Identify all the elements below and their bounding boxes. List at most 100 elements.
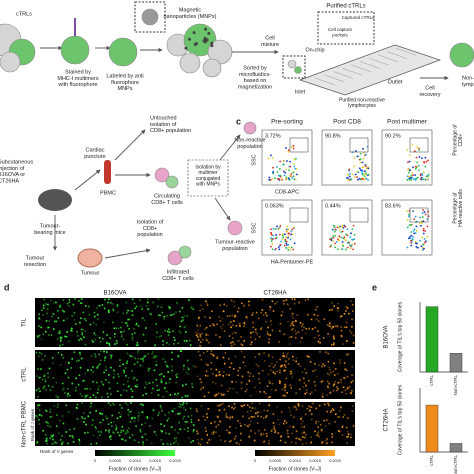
heat-cell	[342, 425, 344, 427]
heat-cell	[333, 383, 336, 386]
heat-cell	[340, 315, 343, 317]
label: Isolation of	[137, 219, 164, 225]
heat-cell	[117, 390, 119, 393]
heat-cell	[68, 299, 71, 301]
heat-cell	[230, 299, 233, 302]
heat-cell	[165, 314, 168, 317]
dot	[348, 169, 351, 172]
heat-cell	[122, 338, 125, 341]
heat-cell	[100, 359, 102, 362]
heat-cell	[290, 441, 293, 444]
heat-cell	[222, 402, 224, 405]
heat-cell	[221, 394, 223, 396]
heat-cell	[35, 415, 37, 417]
heat-cell	[126, 343, 128, 346]
heat-cell	[166, 315, 169, 317]
heat-cell	[314, 430, 317, 433]
dot	[349, 247, 352, 250]
heat-cell	[301, 405, 304, 408]
heat-cell	[175, 437, 178, 440]
heat-cell	[158, 373, 161, 376]
heat-cell	[64, 372, 67, 375]
heat-cell	[198, 316, 200, 319]
heat-cell	[219, 304, 221, 307]
heat-cell	[292, 406, 295, 409]
heat-cell	[210, 350, 213, 352]
dot	[411, 172, 414, 174]
heat-cell	[300, 337, 303, 339]
heat-cell	[133, 376, 136, 379]
heat-cell	[317, 431, 320, 434]
heat-cell	[292, 359, 295, 362]
heat-cell	[161, 430, 163, 433]
heat-cell	[231, 341, 234, 343]
heat-cell	[127, 414, 130, 416]
heat-cell	[288, 357, 290, 360]
heat-cell	[269, 334, 272, 336]
heat-cell	[120, 331, 123, 333]
heat-cell	[202, 386, 205, 389]
heat-cell	[125, 301, 128, 304]
heat-cell	[253, 439, 256, 442]
heat-cell	[116, 305, 119, 308]
heat-cell	[203, 352, 205, 354]
heat-cell	[232, 387, 235, 390]
heat-cell	[228, 387, 231, 390]
dot	[289, 238, 292, 241]
heat-cell	[291, 322, 293, 325]
heat-cell	[62, 387, 65, 390]
mnp	[210, 41, 214, 45]
heat-cell	[105, 378, 107, 381]
label: Isolation by	[195, 164, 221, 170]
heat-cell	[218, 409, 221, 412]
heat-cell	[134, 417, 136, 420]
dot	[408, 213, 410, 216]
dot	[290, 173, 293, 175]
heat-cell	[331, 436, 334, 438]
heat-cell	[38, 419, 40, 421]
dot	[281, 178, 284, 180]
heat-cell	[338, 410, 341, 412]
heat-cell	[289, 308, 292, 310]
heat-cell	[315, 318, 318, 321]
heat-cell	[327, 402, 329, 405]
label: multimer	[198, 170, 218, 176]
heat-cell	[100, 350, 102, 353]
heat-cell	[122, 389, 125, 391]
heat-cell	[51, 386, 54, 388]
heat-cell	[60, 338, 62, 341]
heat-cell	[318, 334, 320, 337]
heat-cell	[47, 326, 50, 329]
heat-cell	[37, 387, 40, 390]
heat-cell	[81, 338, 83, 341]
heat-cell	[38, 325, 40, 327]
heat-cell	[147, 353, 149, 355]
heat-cell	[91, 339, 93, 342]
heat-cell	[231, 314, 234, 317]
heat-cell	[38, 318, 41, 320]
heat-cell	[302, 323, 304, 326]
heat-cell	[303, 326, 305, 329]
heat-cell	[70, 329, 72, 332]
heat-cell	[138, 414, 140, 417]
heat-cell	[286, 429, 289, 432]
heat-cell	[142, 441, 144, 444]
dot	[412, 174, 414, 176]
heat-cell	[120, 334, 123, 336]
heat-cell	[103, 371, 105, 374]
heat-cell	[120, 413, 122, 416]
heat-cell	[345, 426, 348, 429]
heat-cell	[215, 431, 217, 434]
heat-cell	[205, 300, 207, 303]
label: e	[372, 282, 377, 292]
heat-cell	[217, 374, 220, 377]
heat-cell	[346, 436, 348, 438]
dot	[282, 163, 284, 166]
heat-cell	[259, 382, 262, 384]
heat-cell	[266, 330, 269, 333]
heat-cell	[317, 426, 320, 428]
dot	[286, 225, 288, 228]
heat-cell	[200, 388, 202, 391]
heat-cell	[313, 313, 316, 316]
heat-cell	[283, 356, 286, 358]
